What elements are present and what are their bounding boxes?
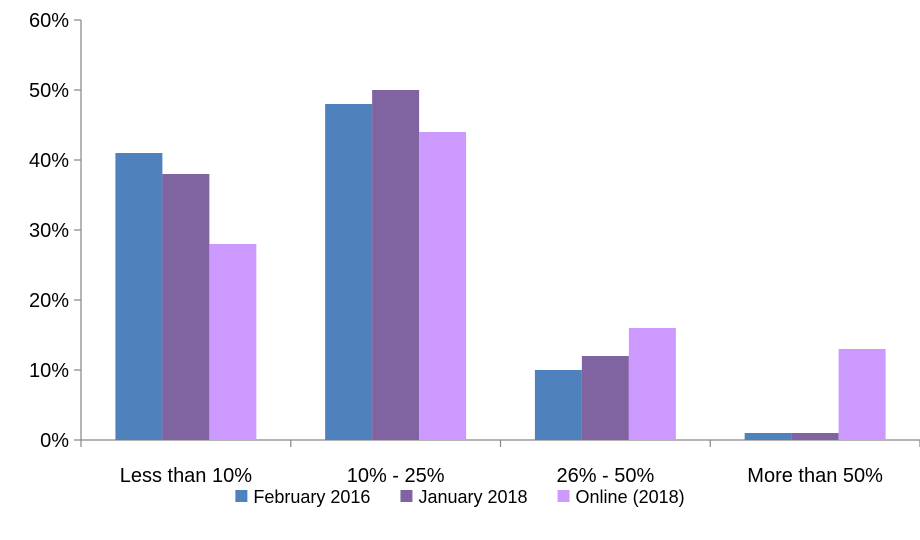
x-tick-label: More than 50% — [747, 465, 883, 487]
legend-label: February 2016 — [253, 487, 370, 507]
y-tick-label: 30% — [29, 220, 69, 242]
bar — [115, 153, 163, 440]
y-tick-label: 20% — [29, 290, 69, 312]
bar — [419, 132, 467, 440]
tick-labels: 0% 10% 20% 30% 40% 50% 60% Less than 10% 10% - 2… — [29, 10, 883, 487]
y-tick-label: 40% — [29, 150, 69, 172]
y-tick-label: 50% — [29, 80, 69, 102]
y-tick-label: 10% — [29, 360, 69, 382]
bar — [791, 433, 839, 440]
bar — [209, 244, 257, 440]
bar — [581, 356, 629, 440]
bar — [628, 328, 676, 440]
bars — [115, 90, 886, 440]
legend-item: February 2016 — [235, 487, 370, 507]
y-tick-label: 60% — [29, 10, 69, 32]
bar — [744, 433, 792, 440]
legend-swatch — [400, 490, 413, 502]
legend-swatch — [235, 490, 248, 502]
bar — [534, 370, 582, 440]
x-tick-label: 26% - 50% — [556, 465, 654, 487]
x-tick-label: Less than 10% — [120, 465, 253, 487]
legend-label: January 2018 — [418, 487, 527, 507]
legend-label: Online (2018) — [576, 487, 685, 507]
bar — [372, 90, 420, 440]
y-tick-label: 0% — [40, 430, 69, 452]
bar — [162, 174, 210, 440]
legend: February 2016 January 2018 Online (2018) — [235, 487, 685, 507]
x-tick-label: 10% - 25% — [347, 465, 445, 487]
bar — [838, 349, 886, 440]
legend-item: Online (2018) — [557, 487, 685, 507]
legend-swatch — [557, 490, 570, 502]
legend-item: January 2018 — [400, 487, 528, 507]
bar — [325, 104, 373, 440]
